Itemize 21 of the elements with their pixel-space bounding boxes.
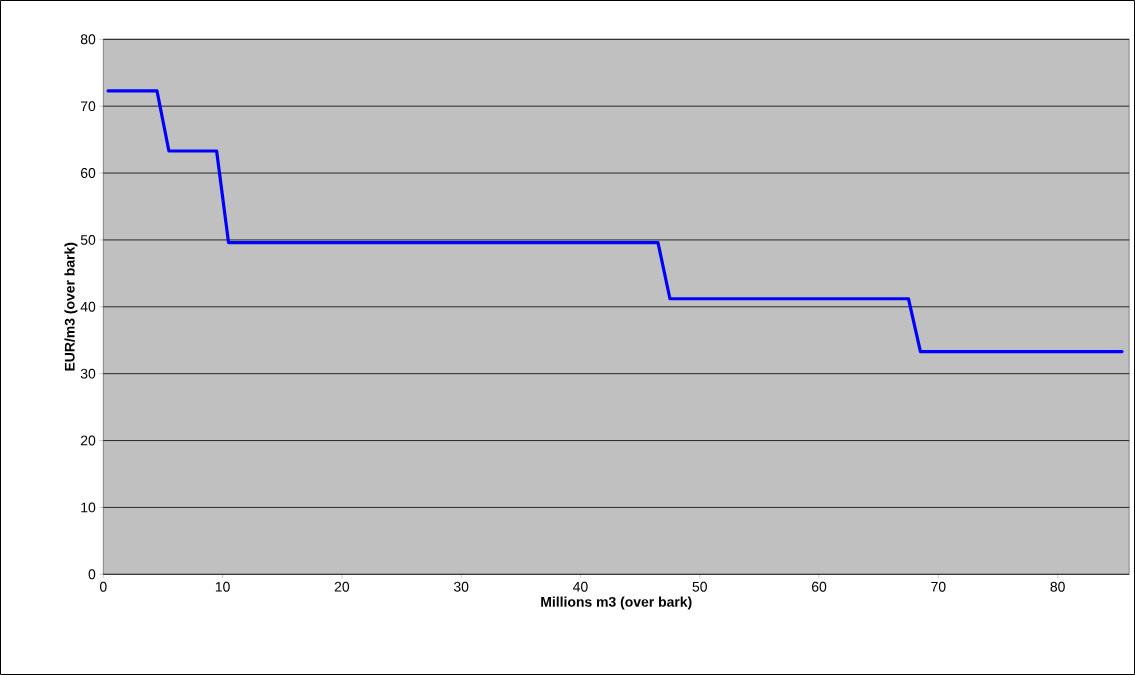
line-series xyxy=(106,89,1124,354)
y-tick-label: 60 xyxy=(80,168,96,178)
x-axis-title: Millions m3 (over bark) xyxy=(541,596,692,610)
y-tick-label: 10 xyxy=(81,502,96,513)
x-tick-label: 10 xyxy=(215,581,230,592)
x-tick-label: 70 xyxy=(931,581,946,592)
y-tick-label: 30 xyxy=(80,368,96,379)
x-tick-label: 30 xyxy=(453,581,469,592)
x-tick-label: 60 xyxy=(811,581,827,592)
x-tick-label: 80 xyxy=(1050,581,1065,592)
x-tick-label: 40 xyxy=(573,581,588,592)
x-tick-label: 50 xyxy=(692,581,707,592)
y-axis-title: EUR/m3 (over bark) xyxy=(64,242,78,371)
x-tick-label: 20 xyxy=(334,581,350,592)
y-tick-label: 50 xyxy=(80,234,96,245)
y-tick-label: 20 xyxy=(80,435,96,446)
y-tick-label: 70 xyxy=(80,101,96,112)
y-tick-label: 40 xyxy=(80,301,96,312)
y-tick-label: 0 xyxy=(88,569,96,580)
y-tick-label: 80 xyxy=(80,34,96,45)
x-tick-label: 0 xyxy=(99,581,107,592)
